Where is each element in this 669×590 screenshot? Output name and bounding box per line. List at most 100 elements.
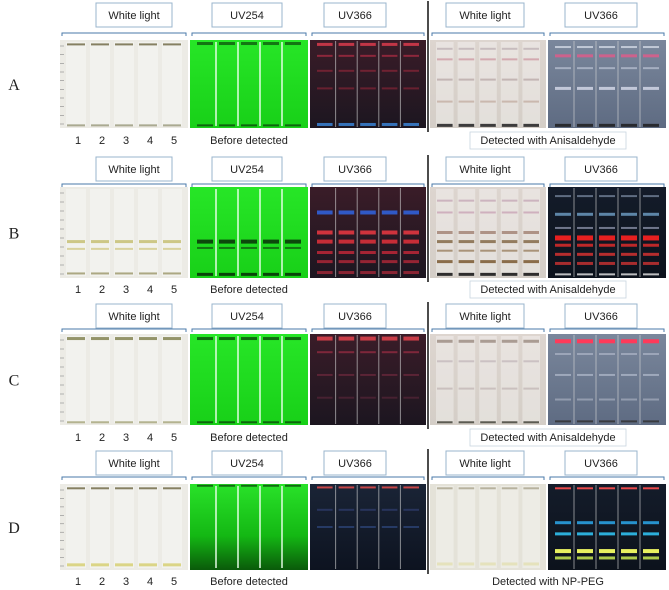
tlc-band xyxy=(643,243,659,247)
tlc-band xyxy=(458,339,475,343)
tlc-band xyxy=(67,337,85,341)
header-box xyxy=(445,303,525,329)
tlc-band xyxy=(139,563,157,567)
tlc-band xyxy=(480,249,496,252)
tlc-band xyxy=(555,420,571,423)
tlc-band xyxy=(360,396,376,399)
tlc-band xyxy=(219,484,235,487)
tlc-band xyxy=(643,212,659,216)
tlc-band xyxy=(458,562,475,566)
tlc-band xyxy=(621,273,637,276)
tlc-band xyxy=(577,487,593,490)
tlc-lane xyxy=(522,336,540,423)
tlc-band xyxy=(577,235,593,241)
tlc-band xyxy=(360,87,376,90)
tlc-lane xyxy=(90,42,110,126)
caption-box xyxy=(469,131,627,150)
tlc-band xyxy=(437,562,453,566)
tlc-band xyxy=(67,421,85,424)
tlc-band xyxy=(643,123,659,127)
tlc-band xyxy=(91,247,109,250)
tlc-band xyxy=(360,260,376,264)
tlc-band xyxy=(501,211,518,214)
tlc-band xyxy=(381,230,398,235)
tlc-band xyxy=(621,212,637,216)
tlc-band xyxy=(381,210,398,215)
tlc-lane xyxy=(162,189,182,276)
tlc-band xyxy=(338,508,355,511)
panel-header: UV366 xyxy=(584,10,618,22)
header-bracket xyxy=(61,183,187,187)
tlc-band xyxy=(197,239,213,244)
tlc-lane xyxy=(66,42,86,126)
tlc-band xyxy=(643,398,659,401)
tlc-band xyxy=(219,337,235,341)
tlc-band xyxy=(577,549,593,554)
tlc-band xyxy=(458,47,475,50)
panel-row-a: A White light UV254 UV366 White light UV366 1 2… xyxy=(8,1,666,150)
tlc-band xyxy=(458,387,475,390)
panel-header: White light xyxy=(459,164,510,176)
tlc-band xyxy=(555,54,571,58)
tlc-band xyxy=(523,360,539,363)
tlc-band xyxy=(317,251,333,255)
tlc-lane xyxy=(436,486,454,568)
tlc-band xyxy=(163,240,181,244)
tlc-band xyxy=(555,373,571,376)
lane-number: 2 xyxy=(99,432,105,444)
tlc-band xyxy=(360,230,376,235)
tlc-lane xyxy=(162,42,182,126)
tlc-band xyxy=(458,100,475,103)
tlc-band xyxy=(577,226,593,229)
tlc-band xyxy=(437,47,453,50)
tlc-band xyxy=(403,508,419,511)
tlc-band xyxy=(437,249,453,252)
tlc-band xyxy=(577,353,593,356)
panel-header: UV366 xyxy=(338,164,372,176)
tlc-band xyxy=(360,54,376,57)
tlc-band xyxy=(523,249,539,252)
tlc-band xyxy=(577,212,593,216)
tlc-band xyxy=(480,58,496,61)
header-bracket xyxy=(311,476,425,480)
tlc-lane xyxy=(138,42,158,126)
tlc-band xyxy=(599,373,615,376)
panel-header: White light xyxy=(459,311,510,323)
before-caption: Before detected xyxy=(210,284,288,296)
tlc-band xyxy=(360,351,376,354)
header-bracket xyxy=(191,183,307,187)
tlc-band xyxy=(381,239,398,244)
tlc-plate-stained xyxy=(430,334,546,425)
tlc-plate-stained xyxy=(430,484,546,570)
tlc-lane xyxy=(90,336,110,423)
tlc-band xyxy=(555,521,571,525)
tlc-band xyxy=(317,396,333,399)
lane-number: 3 xyxy=(123,432,129,444)
tlc-band xyxy=(555,243,571,247)
panel-row-b: B White light UV254 UV366 White light UV366 1 2… xyxy=(9,155,666,299)
tlc-band xyxy=(317,230,333,235)
header-bracket xyxy=(61,32,187,36)
tlc-plate-white xyxy=(60,484,188,570)
header-box xyxy=(95,2,173,28)
tlc-band xyxy=(317,54,333,57)
tlc-band xyxy=(577,420,593,423)
tlc-band xyxy=(437,387,453,390)
tlc-band xyxy=(523,562,539,566)
tlc-lane xyxy=(90,486,110,568)
tlc-band xyxy=(403,239,419,244)
tlc-band xyxy=(523,272,539,276)
tlc-band xyxy=(317,210,333,215)
tlc-band xyxy=(91,43,109,46)
tlc-band xyxy=(381,486,398,489)
tlc-band xyxy=(338,122,355,126)
tlc-band xyxy=(480,272,496,276)
header-box xyxy=(211,450,283,476)
tlc-lane xyxy=(457,336,476,423)
tlc-band xyxy=(197,124,213,127)
header-box xyxy=(564,156,638,182)
header-box xyxy=(564,450,638,476)
tlc-band xyxy=(599,556,615,560)
tlc-plate-uv366s xyxy=(548,334,666,425)
